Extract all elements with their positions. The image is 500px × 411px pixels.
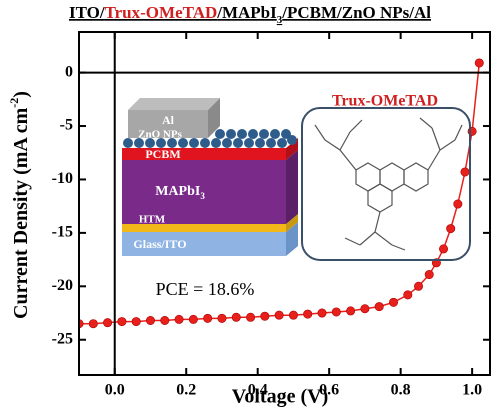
molecule-structure <box>301 107 471 261</box>
y-tick-label: -15 <box>52 224 73 241</box>
layer-label: ZnO NPs <box>138 129 182 141</box>
data-point <box>446 224 456 234</box>
data-point <box>288 310 298 320</box>
layer-label: HTM <box>139 214 166 226</box>
annotation: Trux-OMeTAD <box>332 93 438 110</box>
data-point <box>453 199 463 209</box>
data-point <box>117 317 127 327</box>
x-tick-label: 0.4 <box>248 382 268 399</box>
data-point <box>260 311 270 321</box>
layer-label: Glass/ITO <box>133 237 186 251</box>
data-point <box>474 58 484 68</box>
data-point <box>317 308 327 318</box>
layer-label: MAPbI3 <box>155 184 205 201</box>
data-point <box>103 318 113 328</box>
data-point <box>360 304 370 314</box>
data-point <box>439 244 449 254</box>
x-tick-label: 0.0 <box>105 382 125 399</box>
y-axis-label: Current Density (mA cm-2) <box>7 91 32 319</box>
data-point <box>424 270 434 280</box>
x-tick-label: 0.2 <box>176 382 196 399</box>
data-point <box>246 312 256 322</box>
y-tick-label: -10 <box>52 170 73 187</box>
data-point <box>374 302 384 312</box>
x-axis-label: Voltage (V) <box>232 386 328 408</box>
device-schematic <box>122 98 298 256</box>
data-point <box>460 167 470 177</box>
data-point <box>331 307 341 317</box>
data-point <box>389 297 399 307</box>
annotation: PCE = 18.6% <box>156 279 255 299</box>
data-point <box>414 281 424 291</box>
x-tick-label: 1.0 <box>462 382 482 399</box>
data-point <box>274 310 284 320</box>
y-tick-label: 0 <box>65 63 73 80</box>
layer-label: PCBM <box>145 147 180 161</box>
data-point <box>131 317 141 327</box>
data-point <box>303 309 313 319</box>
y-tick-label: -25 <box>52 330 73 347</box>
y-tick-label: -20 <box>52 277 73 294</box>
data-point <box>174 314 184 324</box>
data-point <box>188 314 198 324</box>
data-point <box>88 319 98 329</box>
y-tick-label: -5 <box>60 117 73 134</box>
data-point <box>403 290 413 300</box>
data-point <box>160 316 170 326</box>
data-point <box>145 316 155 326</box>
data-point <box>346 306 356 316</box>
chart-title: ITO/Trux-OMeTAD/MAPbI3/PCBM/ZnO NPs/Al <box>69 3 431 26</box>
plot-frame <box>78 31 491 376</box>
x-tick-label: 0.8 <box>391 382 411 399</box>
data-point <box>203 313 213 323</box>
layer-label: Al <box>162 113 175 127</box>
data-point <box>217 313 227 323</box>
data-point <box>231 312 241 322</box>
x-tick-label: 0.6 <box>319 382 339 399</box>
